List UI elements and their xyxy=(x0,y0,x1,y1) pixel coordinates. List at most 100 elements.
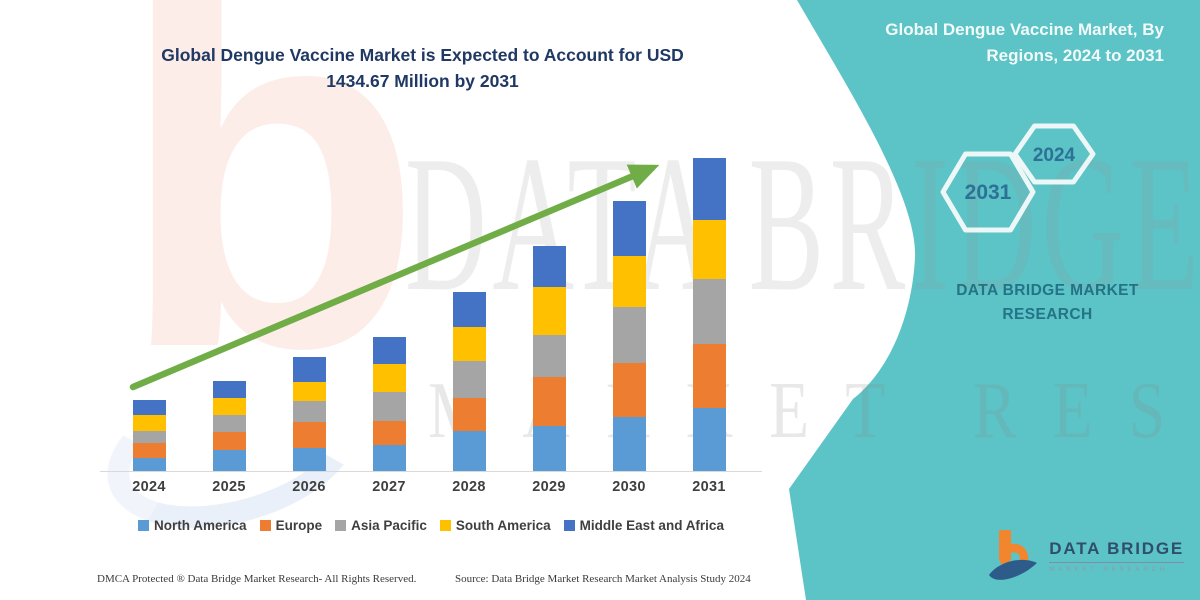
logo-swoosh xyxy=(989,559,1038,580)
hexagon-2024-label: 2024 xyxy=(1033,145,1076,166)
legend-label-south-america: South America xyxy=(455,518,551,533)
chart-title-line2: 1434.67 Million by 2031 xyxy=(326,71,519,91)
legend-swatch-europe xyxy=(259,520,271,531)
stacked-bar-2030 xyxy=(612,201,646,471)
segment-south-america-2026 xyxy=(292,382,326,402)
x-label-2027: 2027 xyxy=(372,479,406,495)
segment-asia-pacific-2030 xyxy=(612,307,646,363)
x-label-2028: 2028 xyxy=(452,479,486,495)
segment-north-america-2028 xyxy=(452,430,486,471)
sidebar-brand-line1: DATA BRIDGE MARKET xyxy=(956,282,1139,299)
legend-item-europe: Europe xyxy=(259,518,323,533)
stacked-bar-2026 xyxy=(292,356,326,471)
legend-item-asia-pacific: Asia Pacific xyxy=(335,518,427,533)
footer-source: Source: Data Bridge Market Research Mark… xyxy=(455,573,751,585)
segment-south-america-2030 xyxy=(612,255,646,308)
segment-north-america-2029 xyxy=(532,425,566,471)
x-label-2024: 2024 xyxy=(132,479,166,495)
legend-swatch-south-america xyxy=(439,520,451,531)
sidebar-title: Global Dengue Vaccine Market, By Regions… xyxy=(824,17,1164,69)
legend-item-south-america: South America xyxy=(439,518,551,533)
stacked-bar-2031 xyxy=(692,158,726,471)
segment-middle-east-and-africa-2024 xyxy=(132,400,166,415)
segment-asia-pacific-2029 xyxy=(532,334,566,378)
segment-south-america-2031 xyxy=(692,219,726,280)
segment-middle-east-and-africa-2027 xyxy=(372,336,406,364)
legend-swatch-asia-pacific xyxy=(335,520,347,531)
legend-label-europe: Europe xyxy=(275,518,323,533)
segment-asia-pacific-2024 xyxy=(132,430,166,443)
legend-item-middle-east-and-africa: Middle East and Africa xyxy=(563,518,724,533)
segment-south-america-2027 xyxy=(372,363,406,393)
x-label-2030: 2030 xyxy=(612,479,646,495)
logo-texts: DATA BRIDGE MARKET RESEARCH xyxy=(1049,539,1184,573)
x-label-2026: 2026 xyxy=(292,479,326,495)
segment-europe-2024 xyxy=(132,442,166,458)
teal-polygon xyxy=(789,0,1200,600)
segment-europe-2027 xyxy=(372,420,406,445)
segment-asia-pacific-2026 xyxy=(292,401,326,422)
segment-north-america-2031 xyxy=(692,408,726,471)
segment-asia-pacific-2025 xyxy=(212,414,246,432)
stacked-bar-2029 xyxy=(532,245,566,471)
x-label-2029: 2029 xyxy=(532,479,566,495)
segment-europe-2031 xyxy=(692,343,726,409)
segment-north-america-2026 xyxy=(292,447,326,471)
hexagon-badges: 2031 2024 xyxy=(940,123,1096,233)
logo-tagline: MARKET RESEARCH xyxy=(1049,566,1169,573)
segment-north-america-2024 xyxy=(132,457,166,471)
segment-middle-east-and-africa-2028 xyxy=(452,292,486,327)
hexagon-2024 xyxy=(1012,123,1096,185)
sidebar-title-line1: Global Dengue Vaccine Market, By xyxy=(885,20,1164,39)
stacked-bar-2025 xyxy=(212,381,246,471)
segment-south-america-2024 xyxy=(132,414,166,431)
chart-title: Global Dengue Vaccine Market is Expected… xyxy=(100,42,745,94)
stacked-bar-2027 xyxy=(372,336,406,471)
segment-europe-2028 xyxy=(452,398,486,431)
segment-south-america-2028 xyxy=(452,326,486,362)
trend-arrow xyxy=(129,164,660,391)
segment-asia-pacific-2031 xyxy=(692,279,726,344)
chart-legend: North America Europe Asia Pacific South Ame… xyxy=(100,518,762,533)
segment-europe-2030 xyxy=(612,363,646,417)
segment-north-america-2030 xyxy=(612,416,646,471)
sidebar-brand-line2: RESEARCH xyxy=(1002,306,1093,323)
sidebar-title-line2: Regions, 2024 to 2031 xyxy=(986,46,1164,65)
logo-name: DATA BRIDGE xyxy=(1049,539,1184,563)
segment-middle-east-and-africa-2031 xyxy=(692,158,726,220)
segment-middle-east-and-africa-2030 xyxy=(612,201,646,256)
footer-copyright: DMCA Protected ® Data Bridge Market Rese… xyxy=(97,573,417,585)
hexagon-2031-label: 2031 xyxy=(965,181,1012,204)
x-axis-labels: 2024 2025 2026 2027 2028 2029 2030 2031 xyxy=(100,479,762,499)
segment-europe-2025 xyxy=(212,431,246,450)
legend-item-north-america: North America xyxy=(138,518,247,533)
legend-label-middle-east-and-africa: Middle East and Africa xyxy=(579,518,724,533)
chart-title-line1: Global Dengue Vaccine Market is Expected… xyxy=(161,45,684,65)
legend-swatch-north-america xyxy=(138,520,150,531)
legend-swatch-middle-east-and-africa xyxy=(563,520,575,531)
x-label-2025: 2025 xyxy=(212,479,246,495)
trend-arrow-line xyxy=(129,164,660,391)
databridge-logo-mark xyxy=(989,530,1038,580)
segment-north-america-2027 xyxy=(372,444,406,471)
segment-europe-2029 xyxy=(532,377,566,426)
segment-south-america-2029 xyxy=(532,287,566,335)
stacked-bar-2028 xyxy=(452,292,486,471)
databridge-logo: DATA BRIDGE MARKET RESEARCH xyxy=(985,528,1184,584)
x-label-2031: 2031 xyxy=(692,479,726,495)
sidebar-brand: DATA BRIDGE MARKET RESEARCH xyxy=(935,279,1160,327)
segment-north-america-2025 xyxy=(212,449,246,471)
plot-area xyxy=(100,141,762,472)
hexagon-2031 xyxy=(940,151,1036,233)
legend-label-north-america: North America xyxy=(154,518,247,533)
legend-label-asia-pacific: Asia Pacific xyxy=(351,518,427,533)
stacked-bar-2024 xyxy=(132,400,166,471)
segment-europe-2026 xyxy=(292,421,326,448)
segment-middle-east-and-africa-2029 xyxy=(532,245,566,288)
segment-middle-east-and-africa-2025 xyxy=(212,381,246,399)
segment-asia-pacific-2027 xyxy=(372,392,406,421)
segment-asia-pacific-2028 xyxy=(452,361,486,399)
segment-middle-east-and-africa-2026 xyxy=(292,356,326,383)
